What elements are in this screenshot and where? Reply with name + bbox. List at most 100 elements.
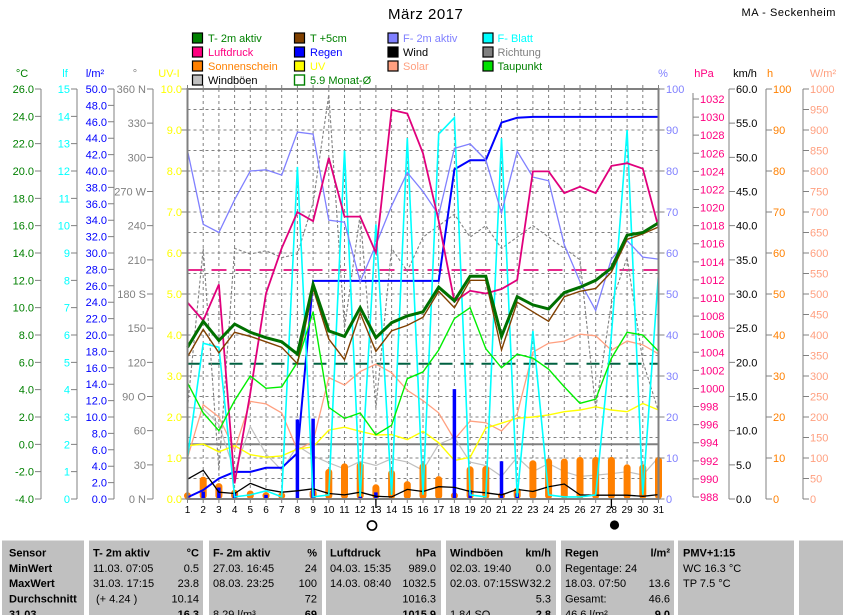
svg-text:38.0: 38.0	[86, 182, 107, 194]
svg-text:60.0: 60.0	[736, 84, 757, 96]
svg-text:20.0: 20.0	[736, 357, 757, 369]
svg-text:1032: 1032	[700, 94, 724, 106]
svg-text:34.0: 34.0	[86, 215, 107, 227]
svg-text:50: 50	[810, 474, 822, 486]
svg-text:14.0: 14.0	[86, 379, 107, 391]
svg-text:Regentage: 24: Regentage: 24	[565, 563, 637, 575]
svg-text:2.8: 2.8	[536, 609, 551, 615]
svg-text:l/m²: l/m²	[650, 548, 670, 560]
svg-text:Regen: Regen	[565, 548, 599, 560]
svg-text:1008: 1008	[700, 311, 724, 323]
svg-text:8.0: 8.0	[19, 330, 34, 342]
svg-text:80: 80	[773, 166, 785, 178]
svg-text:20.0: 20.0	[86, 330, 107, 342]
svg-text:hPa: hPa	[416, 548, 437, 560]
svg-text:69: 69	[305, 609, 317, 615]
svg-text:10: 10	[666, 453, 678, 465]
svg-text:0 N: 0 N	[129, 494, 146, 506]
svg-text:12.0: 12.0	[13, 275, 34, 287]
svg-text:2.0: 2.0	[92, 478, 107, 490]
svg-text:9.0: 9.0	[655, 609, 670, 615]
svg-text:12: 12	[355, 505, 367, 516]
svg-text:l/m²: l/m²	[86, 68, 105, 80]
svg-text:994: 994	[700, 438, 718, 450]
svg-text:5.0: 5.0	[167, 289, 182, 301]
svg-text:4.0: 4.0	[19, 385, 34, 397]
svg-text:März 2017: März 2017	[388, 6, 463, 23]
svg-text:1026: 1026	[700, 148, 724, 160]
svg-text:32.2: 32.2	[530, 578, 551, 590]
svg-text:30: 30	[637, 505, 649, 516]
svg-text:22: 22	[512, 505, 524, 516]
svg-text:60: 60	[773, 248, 785, 260]
svg-text:5.3: 5.3	[536, 594, 551, 606]
svg-text:100: 100	[773, 84, 791, 96]
svg-text:31.03: 31.03	[9, 609, 37, 615]
svg-text:T- 2m aktiv: T- 2m aktiv	[208, 33, 262, 45]
svg-text:800: 800	[810, 166, 828, 178]
svg-text:100: 100	[810, 453, 828, 465]
svg-text:Richtung: Richtung	[498, 47, 541, 59]
svg-text:13.6: 13.6	[649, 578, 670, 590]
svg-text:18: 18	[449, 505, 461, 516]
svg-text:70: 70	[773, 207, 785, 219]
svg-text:70: 70	[666, 207, 678, 219]
svg-text:7: 7	[64, 303, 70, 315]
svg-text:14: 14	[386, 505, 398, 516]
svg-text:998: 998	[700, 402, 718, 414]
svg-text:0: 0	[64, 494, 70, 506]
svg-text:1014: 1014	[700, 257, 724, 269]
svg-text:989.0: 989.0	[408, 563, 436, 575]
svg-text:60: 60	[666, 248, 678, 260]
svg-text:2.0: 2.0	[167, 412, 182, 424]
svg-text:9: 9	[64, 248, 70, 260]
svg-text:8: 8	[295, 505, 301, 516]
svg-text:MaxWert: MaxWert	[9, 578, 55, 590]
svg-text:28: 28	[606, 505, 618, 516]
svg-text:°C: °C	[187, 548, 199, 560]
svg-text:46.6 l/m²: 46.6 l/m²	[565, 609, 608, 615]
svg-text:°: °	[133, 68, 137, 80]
svg-text:T +5cm: T +5cm	[310, 33, 347, 45]
svg-text:270 W: 270 W	[114, 187, 146, 199]
svg-text:23.8: 23.8	[178, 578, 199, 590]
svg-text:1000: 1000	[810, 84, 834, 96]
svg-text:55.0: 55.0	[736, 118, 757, 130]
svg-text:0.0: 0.0	[19, 439, 34, 451]
svg-text:1015.9: 1015.9	[402, 609, 436, 615]
svg-text:300: 300	[128, 152, 146, 164]
svg-text:32.0: 32.0	[86, 232, 107, 244]
svg-text:08.03. 23:25: 08.03. 23:25	[213, 578, 274, 590]
svg-text:1006: 1006	[700, 329, 724, 341]
svg-text:11: 11	[59, 193, 70, 205]
svg-text:150: 150	[810, 433, 828, 445]
svg-text:km/h: km/h	[525, 548, 551, 560]
svg-text:0.0: 0.0	[736, 494, 751, 506]
svg-text:10: 10	[773, 453, 785, 465]
svg-text:6: 6	[64, 330, 70, 342]
svg-text:15: 15	[58, 84, 70, 96]
svg-text:15.0: 15.0	[736, 392, 757, 404]
svg-text:5: 5	[64, 357, 70, 369]
svg-text:990: 990	[700, 474, 718, 486]
svg-text:100: 100	[299, 578, 317, 590]
svg-text:MA - Seckenheim: MA - Seckenheim	[742, 7, 836, 19]
svg-text:90: 90	[773, 125, 785, 137]
svg-text:6: 6	[263, 505, 269, 516]
svg-text:14.03. 08:40: 14.03. 08:40	[330, 578, 391, 590]
svg-text:22.0: 22.0	[13, 139, 34, 151]
svg-text:16.0: 16.0	[13, 221, 34, 233]
svg-text:400: 400	[810, 330, 828, 342]
svg-text:Sonnenschein: Sonnenschein	[208, 61, 278, 73]
svg-text:950: 950	[810, 105, 828, 117]
svg-text:250: 250	[810, 392, 828, 404]
svg-text:30: 30	[134, 460, 146, 472]
svg-text:30.0: 30.0	[736, 289, 757, 301]
svg-text:30: 30	[773, 371, 785, 383]
svg-text:Luftdruck: Luftdruck	[330, 548, 382, 560]
svg-text:13: 13	[370, 505, 382, 516]
svg-text:1: 1	[64, 467, 70, 479]
svg-text:26: 26	[574, 505, 586, 516]
svg-text:28.0: 28.0	[86, 264, 107, 276]
svg-text:Regen: Regen	[310, 47, 342, 59]
